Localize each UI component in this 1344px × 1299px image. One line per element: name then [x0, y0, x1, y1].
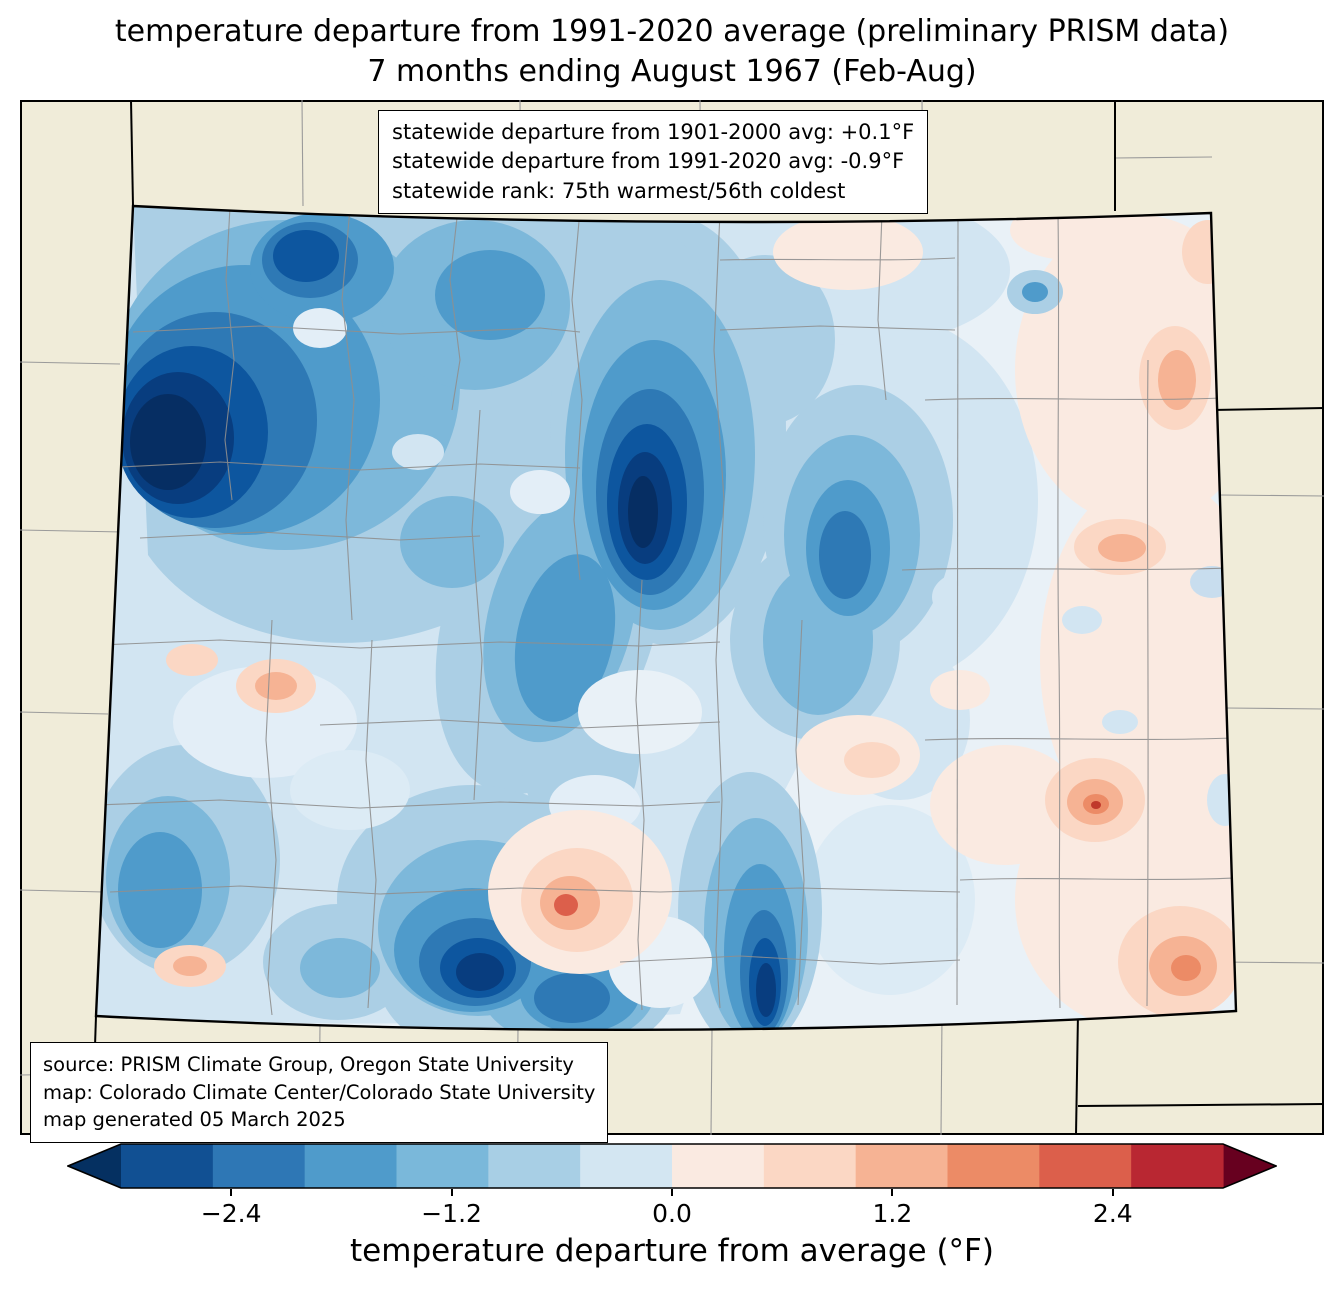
colorbar-tick-label: 2.4 [1092, 1199, 1133, 1228]
title-line-1: temperature departure from 1991-2020 ave… [114, 14, 1230, 49]
colorado-map-svg [20, 100, 1324, 1135]
margin-state-borders [91, 100, 1324, 1135]
colorbar-tick-label: 0.0 [652, 1199, 692, 1228]
source-box: source: PRISM Climate Group, Oregon Stat… [30, 1042, 609, 1144]
colorbar-tick-label: −1.2 [421, 1199, 482, 1228]
colorbar-tick-label: 1.2 [872, 1199, 913, 1228]
colorbar-tick-mark [891, 1189, 894, 1196]
stats-line-3: statewide rank: 75th warmest/56th coldes… [392, 178, 846, 203]
source-line-2: map: Colorado Climate Center/Colorado St… [43, 1080, 596, 1104]
colorbar-tick-mark [230, 1189, 233, 1196]
colorado-border [94, 204, 1238, 1032]
map-frame: statewide departure from 1901-2000 avg: … [20, 100, 1324, 1144]
colorbar-tick-mark [671, 1189, 673, 1196]
stats-line-1: statewide departure from 1901-2000 avg: … [392, 120, 915, 144]
title-line-2: 7 months ending August 1967 (Feb-Aug) [367, 54, 977, 89]
colorbar-axis-label: temperature departure from average (°F) [350, 1233, 994, 1269]
source-line-1: source: PRISM Climate Group, Oregon Stat… [43, 1053, 574, 1076]
stats-line-2: statewide departure from 1991-2020 avg: … [392, 149, 905, 174]
colorbar-tick-mark [450, 1189, 453, 1196]
source-line-3: map generated 05 March 2025 [43, 1108, 346, 1132]
colorbar-tick-mark [1111, 1189, 1114, 1196]
colorbar-tick-label: −2.4 [200, 1199, 262, 1228]
stats-box: statewide departure from 1901-2000 avg: … [378, 110, 929, 215]
colorbar-svg [65, 1143, 1279, 1189]
contour-fill [96, 206, 1236, 1030]
page-title: temperature departure from 1991-2020 ave… [0, 12, 1344, 92]
colorbar: −2.4 −1.2 0.0 1.2 2.4 [65, 1143, 1279, 1243]
county-lines [97, 206, 1235, 1016]
